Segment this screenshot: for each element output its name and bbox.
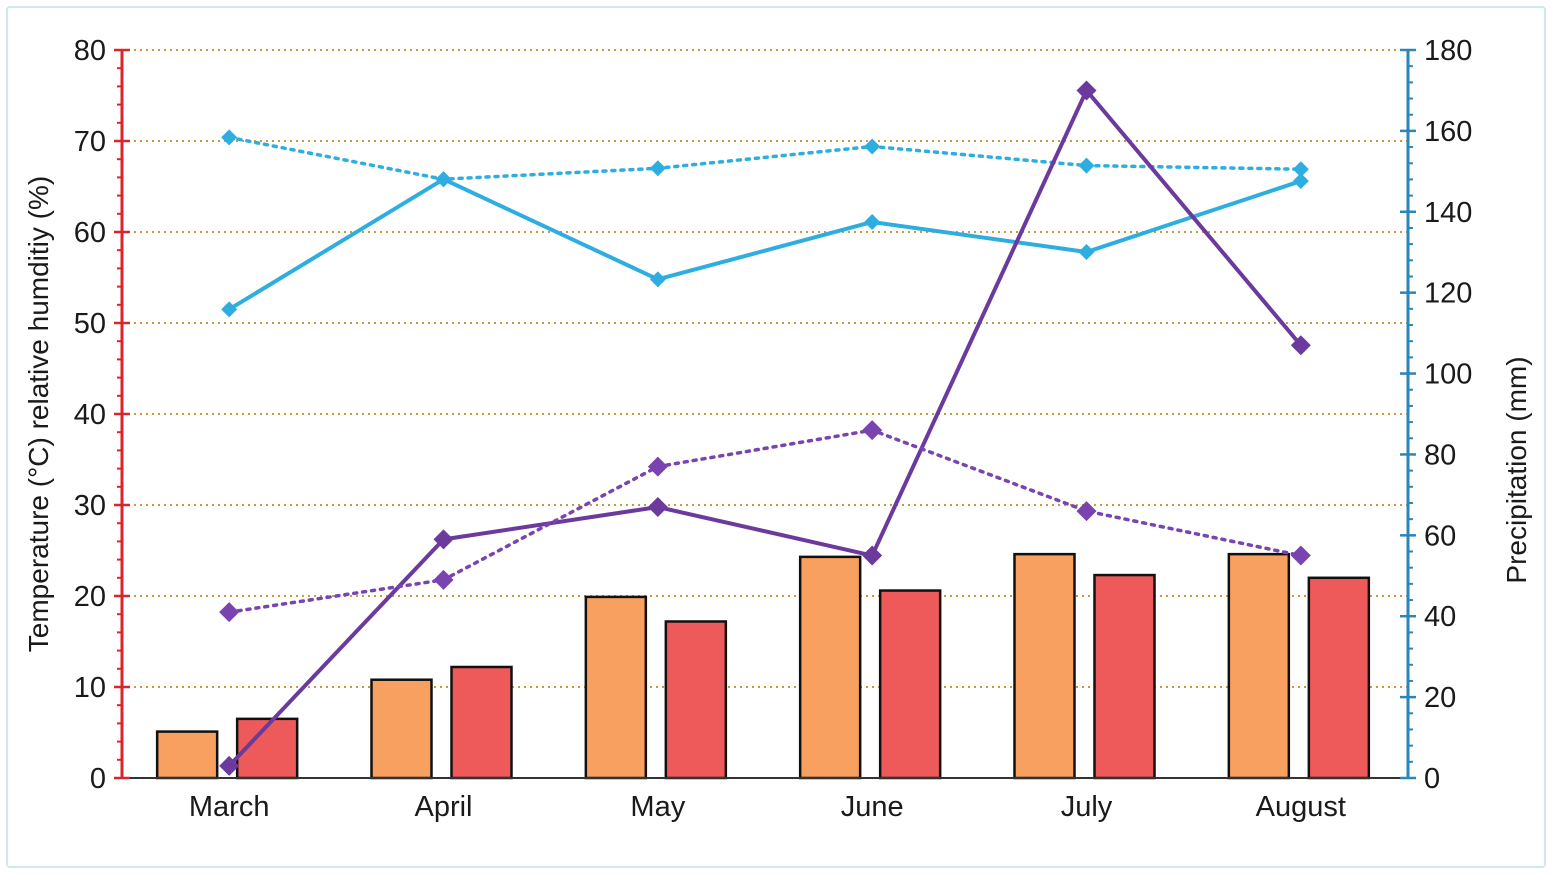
y-axis-left-title: Temperature (°C) relative humditiy (%) [23, 176, 54, 652]
series-line [227, 88, 1303, 768]
data-point [1292, 161, 1309, 178]
bar [584, 595, 648, 780]
data-point [647, 456, 668, 477]
x-tick-label: March [189, 791, 270, 823]
data-point [647, 497, 668, 518]
x-tick-label: April [414, 791, 472, 823]
data-point [1078, 157, 1095, 174]
x-tick-label: August [1256, 791, 1346, 823]
series-line [227, 135, 1303, 181]
series-line [227, 428, 1303, 614]
data-point [1076, 501, 1097, 522]
line-series [219, 80, 1311, 776]
bar [1307, 576, 1371, 780]
x-tick-label: July [1061, 791, 1113, 823]
y-right-tick-label: 180 [1424, 35, 1472, 67]
data-point [219, 755, 240, 776]
data-point [649, 271, 666, 288]
x-tick-label: May [630, 791, 685, 823]
y-right-tick-label: 40 [1424, 601, 1456, 633]
data-point [221, 301, 238, 318]
bar [1013, 552, 1076, 780]
bar [1227, 552, 1291, 780]
data-point [433, 569, 454, 590]
y-left-tick-label: 10 [74, 672, 106, 704]
data-point [862, 420, 883, 441]
y-left-tick-label: 70 [74, 126, 106, 158]
y-left-tick-label: 40 [74, 399, 106, 431]
bar [878, 589, 942, 780]
bar [664, 620, 728, 780]
y-left-tick-label: 0 [90, 763, 106, 795]
data-point [1078, 244, 1095, 261]
data-point [433, 529, 454, 550]
y-right-tick-label: 0 [1424, 763, 1440, 795]
bar-series [155, 552, 1371, 780]
y-right-tick-label: 140 [1424, 197, 1472, 229]
data-point [1292, 173, 1309, 190]
data-point [1290, 545, 1311, 566]
data-point [435, 171, 452, 188]
axes [114, 48, 1416, 780]
data-point [864, 138, 881, 155]
y-left-tick-label: 30 [74, 490, 106, 522]
data-point [649, 160, 666, 177]
y-right-tick-label: 160 [1424, 116, 1472, 148]
bar [798, 555, 862, 780]
data-point [219, 602, 240, 623]
bar [370, 678, 433, 780]
y-right-tick-label: 60 [1424, 520, 1456, 552]
y-left-tick-label: 80 [74, 35, 106, 67]
bar [1093, 573, 1156, 780]
series-line [228, 177, 1302, 312]
x-tick-label: June [841, 791, 904, 823]
gridlines [122, 49, 1408, 688]
data-point [1290, 335, 1311, 356]
y-right-tick-label: 100 [1424, 359, 1472, 391]
bar [450, 665, 513, 780]
data-point [864, 213, 881, 230]
y-axis-right-title: Precipitation (mm) [1501, 356, 1532, 583]
y-right-tick-label: 80 [1424, 439, 1456, 471]
data-point [862, 545, 883, 566]
y-right-tick-label: 120 [1424, 278, 1472, 310]
bar [155, 730, 219, 780]
y-left-tick-label: 50 [74, 308, 106, 340]
data-point [1076, 80, 1097, 101]
y-left-tick-label: 20 [74, 581, 106, 613]
y-right-tick-label: 20 [1424, 682, 1456, 714]
y-left-tick-label: 60 [74, 217, 106, 249]
data-point [221, 129, 238, 146]
tick-labels: 0 10 20 30 40 50 60 70 80 0 20 40 60 80 100 120 140 160 18… [74, 35, 1473, 823]
